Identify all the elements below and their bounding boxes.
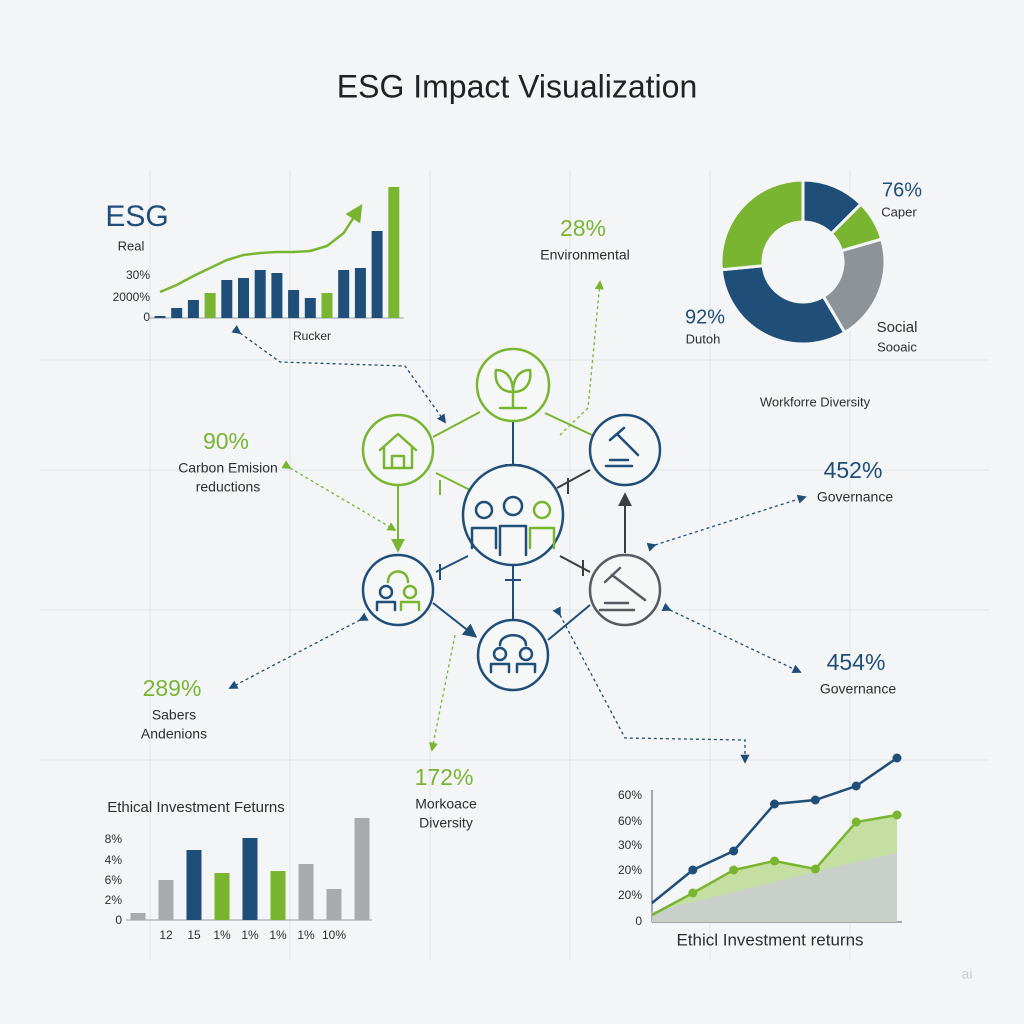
chart-title: ESG bbox=[105, 200, 168, 233]
callout-label: Governance bbox=[820, 681, 896, 697]
point bbox=[688, 888, 698, 898]
y-axis-label: 6% bbox=[105, 873, 123, 887]
callout-value: 28% bbox=[560, 215, 606, 241]
annotation-value: Social bbox=[877, 319, 918, 336]
callout-label: Carbon Emision bbox=[178, 460, 278, 476]
x-axis-label: Ethicl Investment returns bbox=[676, 930, 863, 949]
callout-label: Andenions bbox=[141, 726, 207, 742]
x-tick-label: 1% bbox=[297, 928, 315, 942]
trend-line bbox=[159, 204, 363, 294]
annotation-label: Dutoh bbox=[686, 331, 721, 346]
point bbox=[729, 846, 739, 856]
callout-value: 452% bbox=[824, 457, 883, 483]
callout-label: Morkoace bbox=[415, 796, 477, 812]
y-axis-label: 4% bbox=[105, 853, 123, 867]
bar bbox=[304, 298, 316, 318]
callout-value: 289% bbox=[143, 675, 202, 701]
annotation-value: 92% bbox=[685, 306, 725, 328]
point bbox=[892, 753, 902, 763]
bar bbox=[238, 278, 249, 318]
point bbox=[810, 864, 820, 874]
point bbox=[892, 810, 902, 820]
bar bbox=[321, 293, 333, 318]
y-axis-label: 2% bbox=[105, 893, 123, 907]
x-tick-label: 10% bbox=[322, 928, 346, 942]
bar bbox=[354, 268, 366, 318]
donut-segment bbox=[719, 178, 805, 272]
x-axis-label: Rucker bbox=[293, 329, 331, 343]
watermark: ai bbox=[962, 966, 973, 982]
callout-label: Environmental bbox=[540, 247, 630, 263]
point bbox=[851, 781, 861, 791]
y-axis-label: 30% bbox=[618, 838, 642, 852]
x-tick-label: 15 bbox=[187, 928, 201, 942]
y-axis-label: 0 bbox=[143, 310, 150, 324]
point bbox=[810, 795, 820, 805]
chart-title: Ethical Investment Feturns bbox=[107, 799, 285, 816]
donut-segment bbox=[719, 264, 847, 346]
callout-arrows bbox=[228, 280, 807, 764]
chart-caption: Workforre Diversity bbox=[760, 394, 871, 409]
callout-value: 454% bbox=[827, 649, 886, 675]
bar bbox=[354, 818, 370, 920]
bar bbox=[154, 316, 166, 318]
bar bbox=[187, 300, 199, 318]
y-axis-label: 2000% bbox=[113, 290, 151, 304]
area bbox=[652, 853, 897, 922]
x-tick-label: 1% bbox=[241, 928, 259, 942]
chart-subtitle: Real bbox=[118, 238, 145, 253]
y-axis-label: 60% bbox=[618, 788, 642, 802]
x-tick-label: 1% bbox=[213, 928, 231, 942]
y-axis-label: 60% bbox=[618, 814, 642, 828]
bar bbox=[388, 187, 400, 318]
node-icons bbox=[375, 368, 647, 674]
bar bbox=[171, 308, 183, 318]
point bbox=[770, 856, 779, 866]
y-axis-label: 20% bbox=[618, 863, 642, 877]
point bbox=[688, 865, 698, 875]
bar bbox=[221, 280, 233, 318]
y-axis-label: 30% bbox=[126, 268, 150, 282]
bar bbox=[371, 231, 383, 318]
x-tick-label: 12 bbox=[159, 928, 173, 942]
callout-label: reductions bbox=[196, 479, 261, 495]
y-axis-label: 0 bbox=[635, 914, 642, 928]
callout-label: Diversity bbox=[419, 815, 473, 831]
bar bbox=[298, 864, 314, 920]
bar bbox=[214, 873, 230, 920]
diagram-nodes bbox=[361, 347, 662, 692]
bar bbox=[270, 871, 286, 920]
y-axis-label: 8% bbox=[105, 832, 123, 846]
bar bbox=[186, 850, 202, 920]
point bbox=[729, 865, 739, 875]
bar bbox=[326, 889, 342, 920]
annotation-label: Sooaic bbox=[877, 339, 917, 354]
y-axis-label: 0 bbox=[115, 913, 122, 927]
page-title: ESG Impact Visualization bbox=[337, 68, 697, 104]
bar bbox=[204, 293, 216, 318]
bar bbox=[338, 270, 350, 318]
bar bbox=[158, 880, 174, 920]
point bbox=[851, 817, 861, 827]
callout-label: Governance bbox=[817, 489, 893, 505]
bar bbox=[271, 273, 283, 318]
annotation-label: Caper bbox=[881, 204, 917, 219]
callout-label: Sabers bbox=[152, 707, 196, 723]
bar bbox=[288, 290, 300, 318]
point bbox=[770, 799, 779, 809]
x-tick-label: 1% bbox=[269, 928, 287, 942]
callout-value: 90% bbox=[203, 428, 249, 454]
y-axis-label: 20% bbox=[618, 888, 642, 902]
bar bbox=[254, 270, 266, 318]
bar bbox=[130, 913, 146, 920]
callout-value: 172% bbox=[415, 764, 474, 790]
annotation-value: 76% bbox=[882, 179, 922, 201]
bar bbox=[242, 838, 258, 920]
